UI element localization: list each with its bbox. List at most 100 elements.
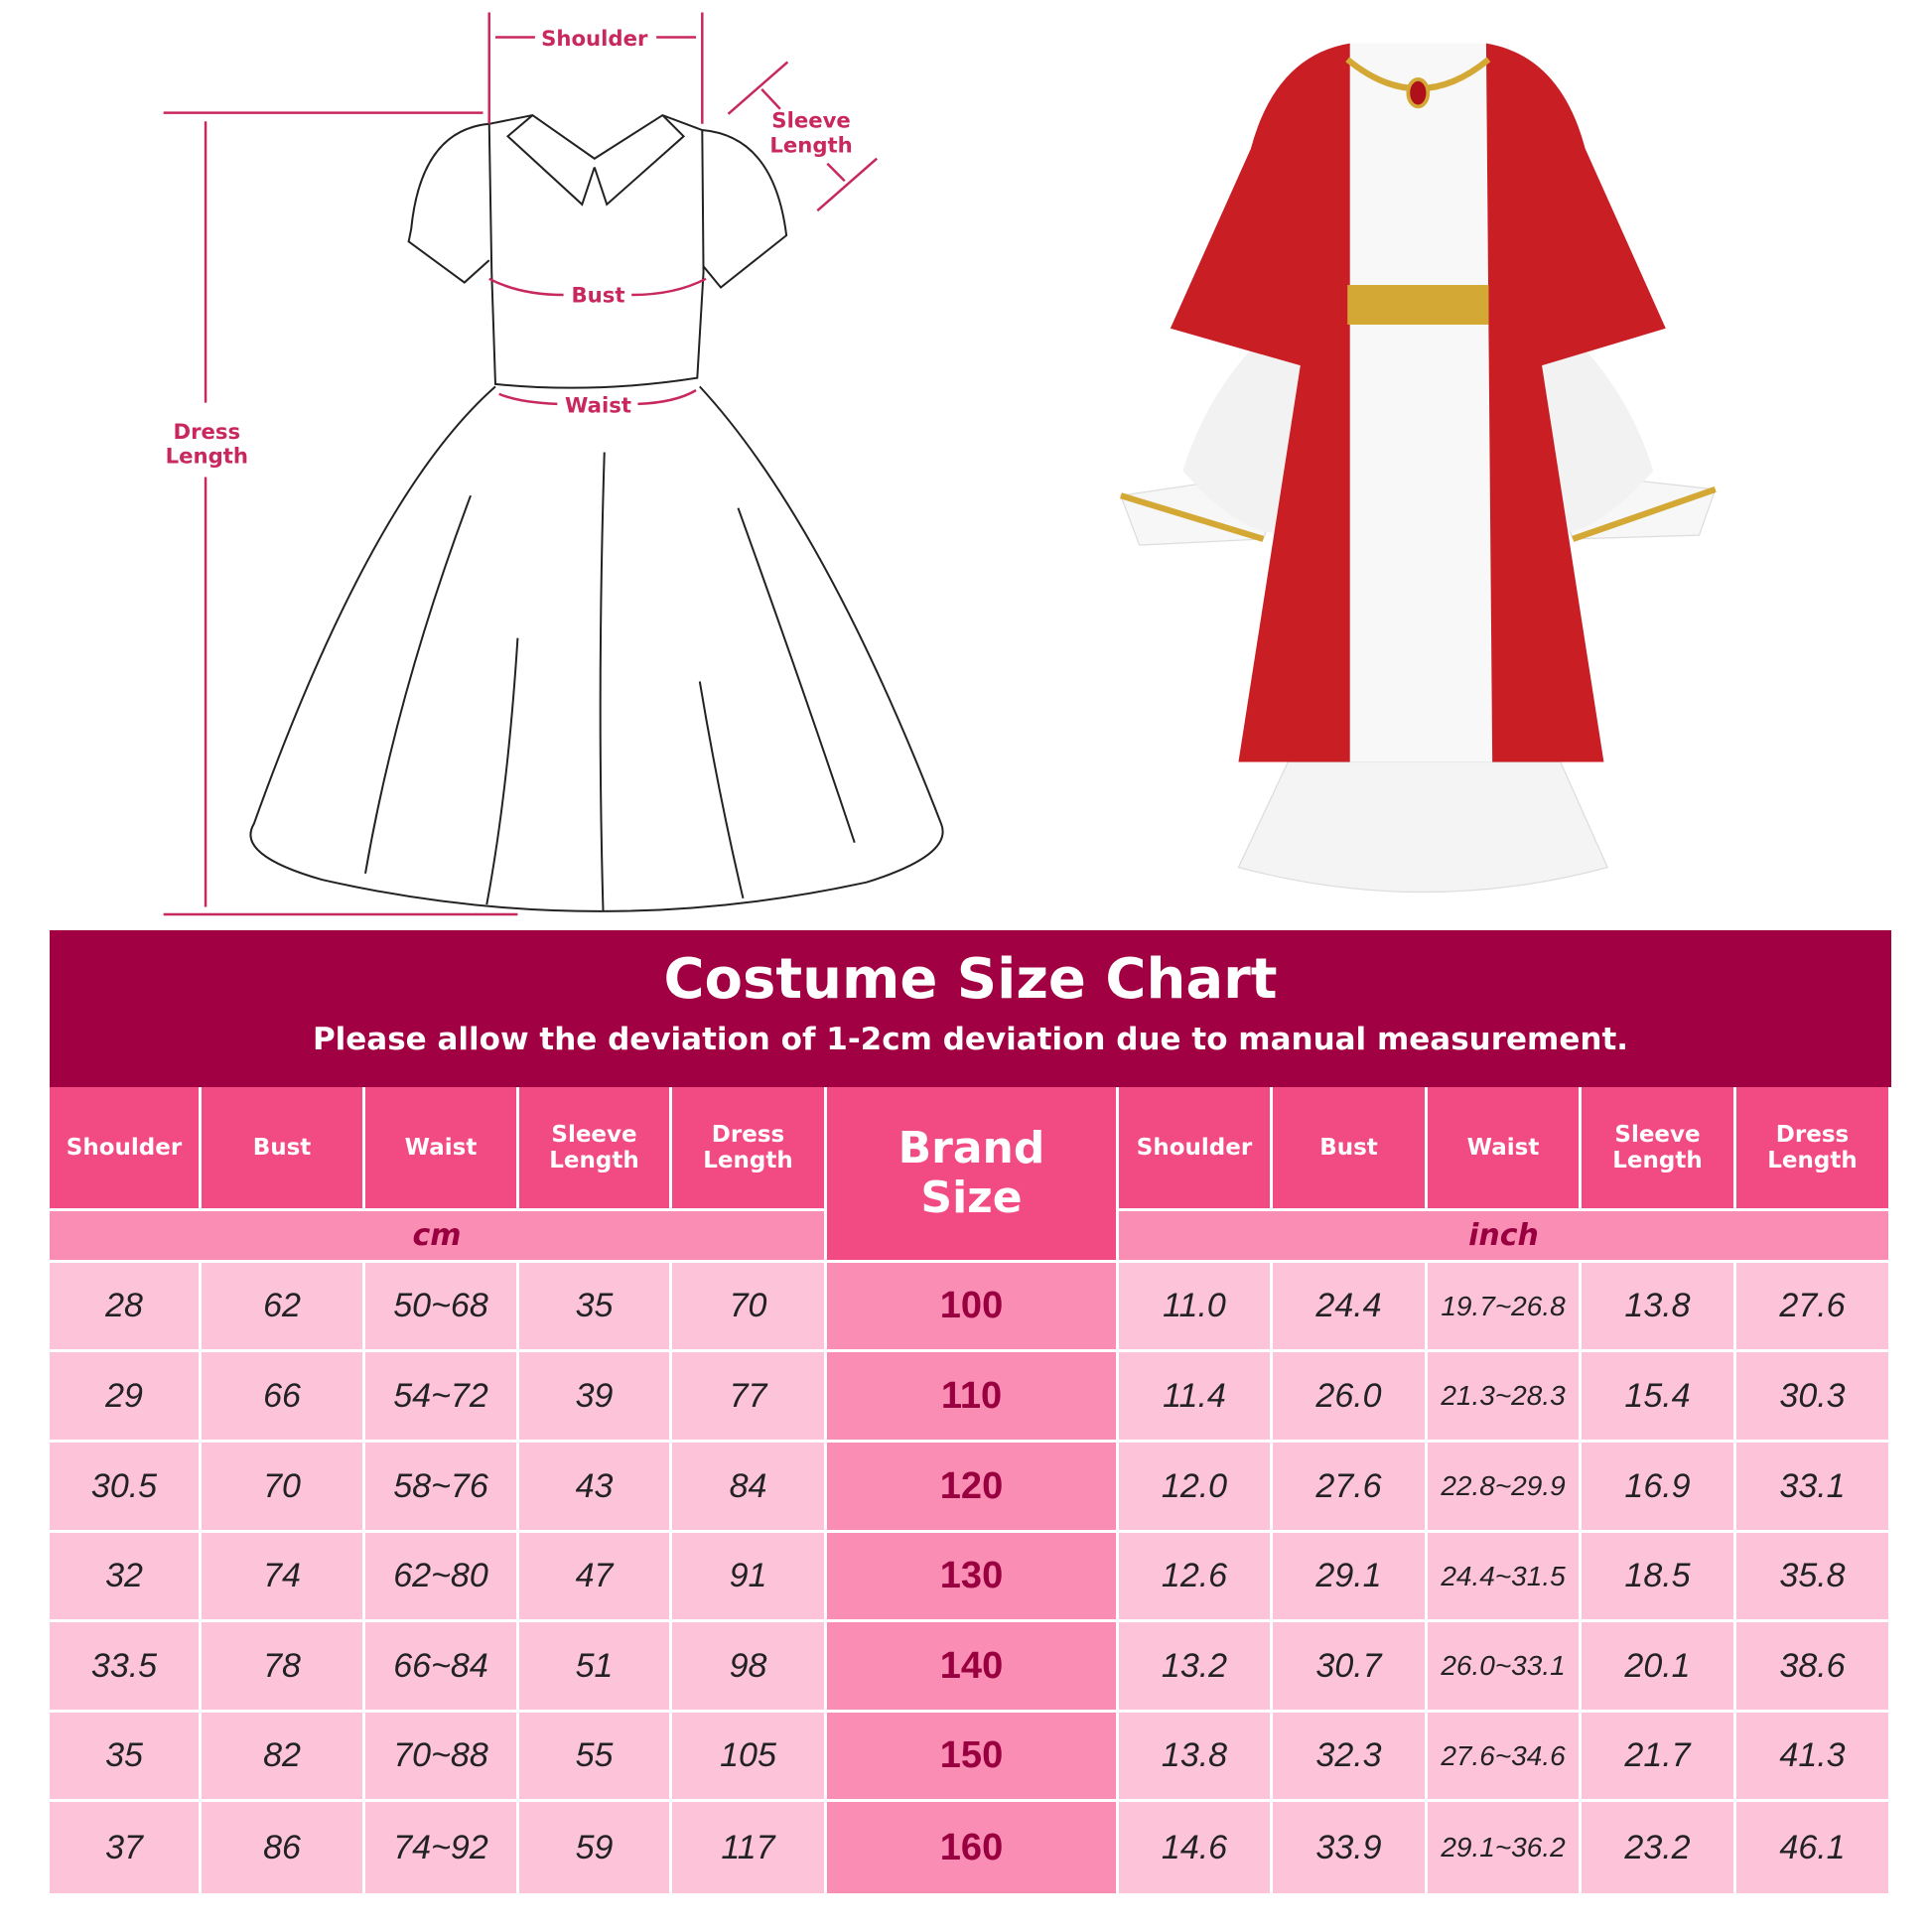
cell-cm-dress-length: 105 [672, 1713, 827, 1802]
header-inch-shoulder: Shoulder [1119, 1087, 1273, 1211]
cell-inch-shoulder: 11.4 [1119, 1352, 1273, 1443]
bust-label: Bust [572, 284, 625, 309]
header-inch-bust: Bust [1273, 1087, 1428, 1211]
cell-cm-waist: 54~72 [365, 1352, 519, 1443]
cell-inch-sleeve-length: 15.4 [1582, 1352, 1736, 1443]
cell-cm-shoulder: 30.5 [50, 1443, 202, 1533]
cell-inch-sleeve-length: 21.7 [1582, 1713, 1736, 1802]
cell-cm-bust: 70 [202, 1443, 365, 1533]
cell-inch-waist: 27.6~34.6 [1428, 1713, 1582, 1802]
cell-inch-dress-length: 38.6 [1736, 1622, 1891, 1713]
cell-inch-waist: 24.4~31.5 [1428, 1533, 1582, 1622]
cell-cm-sleeve-length: 47 [519, 1533, 672, 1622]
header-brand-size: Brand Size [827, 1087, 1119, 1263]
header-cm-waist: Waist [365, 1087, 519, 1211]
cell-cm-bust: 74 [202, 1533, 365, 1622]
cell-brand-size: 150 [827, 1713, 1119, 1802]
cell-inch-shoulder: 11.0 [1119, 1263, 1273, 1352]
cell-cm-shoulder: 32 [50, 1533, 202, 1622]
cell-inch-waist: 29.1~36.2 [1428, 1802, 1582, 1896]
cell-cm-sleeve-length: 43 [519, 1443, 672, 1533]
dress-measurement-diagram [249, 113, 944, 912]
cell-cm-dress-length: 84 [672, 1443, 827, 1533]
waist-label: Waist [565, 394, 631, 419]
cell-inch-sleeve-length: 20.1 [1582, 1622, 1736, 1713]
cell-cm-sleeve-length: 59 [519, 1802, 672, 1896]
cell-inch-dress-length: 41.3 [1736, 1713, 1891, 1802]
cell-cm-waist: 58~76 [365, 1443, 519, 1533]
cell-brand-size: 110 [827, 1352, 1119, 1443]
costume-photo [1120, 43, 1717, 894]
cell-brand-size: 140 [827, 1622, 1119, 1713]
cell-inch-dress-length: 27.6 [1736, 1263, 1891, 1352]
cell-cm-dress-length: 117 [672, 1802, 827, 1896]
cell-inch-shoulder: 12.0 [1119, 1443, 1273, 1533]
cell-cm-shoulder: 35 [50, 1713, 202, 1802]
cell-cm-waist: 62~80 [365, 1533, 519, 1622]
cell-cm-bust: 62 [202, 1263, 365, 1352]
cell-inch-shoulder: 14.6 [1119, 1802, 1273, 1896]
cell-inch-bust: 29.1 [1273, 1533, 1428, 1622]
cell-inch-shoulder: 13.8 [1119, 1713, 1273, 1802]
cell-cm-dress-length: 98 [672, 1622, 827, 1713]
cell-cm-bust: 86 [202, 1802, 365, 1896]
cell-cm-dress-length: 70 [672, 1263, 827, 1352]
cell-brand-size: 160 [827, 1802, 1119, 1896]
cell-cm-waist: 74~92 [365, 1802, 519, 1896]
cell-cm-sleeve-length: 51 [519, 1622, 672, 1713]
cell-cm-sleeve-length: 55 [519, 1713, 672, 1802]
header-cm-sleeve-length: Sleeve Length [519, 1087, 672, 1211]
cell-cm-waist: 50~68 [365, 1263, 519, 1352]
illustration-area: Shoulder Sleeve Length Bust Waist Dress … [163, 12, 1717, 916]
cell-inch-bust: 26.0 [1273, 1352, 1428, 1443]
cell-inch-sleeve-length: 16.9 [1582, 1443, 1736, 1533]
sleeve-label-line2: Length [769, 133, 852, 158]
cell-cm-dress-length: 77 [672, 1352, 827, 1443]
header-inch-dress-length: Dress Length [1736, 1087, 1891, 1211]
header-cm-bust: Bust [202, 1087, 365, 1211]
sleeve-label-line1: Sleeve [771, 109, 850, 134]
chart-title: Costume Size Chart [663, 947, 1278, 1012]
header-inch-waist: Waist [1428, 1087, 1582, 1211]
size-chart-banner: Costume Size Chart Please allow the devi… [50, 930, 1891, 1087]
cell-cm-sleeve-length: 35 [519, 1263, 672, 1352]
unit-inch-label: inch [1119, 1211, 1891, 1263]
cell-cm-shoulder: 28 [50, 1263, 202, 1352]
header-inch-sleeve-length: Sleeve Length [1582, 1087, 1736, 1211]
cell-cm-shoulder: 37 [50, 1802, 202, 1896]
cell-cm-bust: 66 [202, 1352, 365, 1443]
cell-inch-shoulder: 13.2 [1119, 1622, 1273, 1713]
cell-inch-sleeve-length: 23.2 [1582, 1802, 1736, 1896]
header-cm-shoulder: Shoulder [50, 1087, 202, 1211]
cell-cm-bust: 82 [202, 1713, 365, 1802]
cell-inch-waist: 26.0~33.1 [1428, 1622, 1582, 1713]
cell-cm-waist: 70~88 [365, 1713, 519, 1802]
size-table: Shoulder Shoulder Bust Bust Waist Waist Sleeve… [50, 1087, 1891, 1896]
cell-cm-bust: 78 [202, 1622, 365, 1713]
cell-inch-dress-length: 30.3 [1736, 1352, 1891, 1443]
cell-inch-bust: 30.7 [1273, 1622, 1428, 1713]
cell-inch-bust: 27.6 [1273, 1443, 1428, 1533]
cell-brand-size: 120 [827, 1443, 1119, 1533]
cell-inch-sleeve-length: 18.5 [1582, 1533, 1736, 1622]
cell-inch-waist: 21.3~28.3 [1428, 1352, 1582, 1443]
cell-cm-dress-length: 91 [672, 1533, 827, 1622]
cell-cm-waist: 66~84 [365, 1622, 519, 1713]
measurement-lines [163, 12, 879, 916]
cell-cm-shoulder: 33.5 [50, 1622, 202, 1713]
cell-inch-bust: 32.3 [1273, 1713, 1428, 1802]
unit-cm-label: cm [50, 1211, 827, 1263]
cell-cm-sleeve-length: 39 [519, 1352, 672, 1443]
cell-inch-waist: 19.7~26.8 [1428, 1263, 1582, 1352]
cell-brand-size: 130 [827, 1533, 1119, 1622]
dress-length-label-line1: Dress [173, 420, 240, 445]
cell-cm-shoulder: 29 [50, 1352, 202, 1443]
cell-inch-shoulder: 12.6 [1119, 1533, 1273, 1622]
cell-inch-bust: 24.4 [1273, 1263, 1428, 1352]
cell-inch-bust: 33.9 [1273, 1802, 1428, 1896]
cell-inch-sleeve-length: 13.8 [1582, 1263, 1736, 1352]
cell-brand-size: 100 [827, 1263, 1119, 1352]
cell-inch-waist: 22.8~29.9 [1428, 1443, 1582, 1533]
cell-inch-dress-length: 35.8 [1736, 1533, 1891, 1622]
dress-length-label-line2: Length [166, 445, 248, 470]
